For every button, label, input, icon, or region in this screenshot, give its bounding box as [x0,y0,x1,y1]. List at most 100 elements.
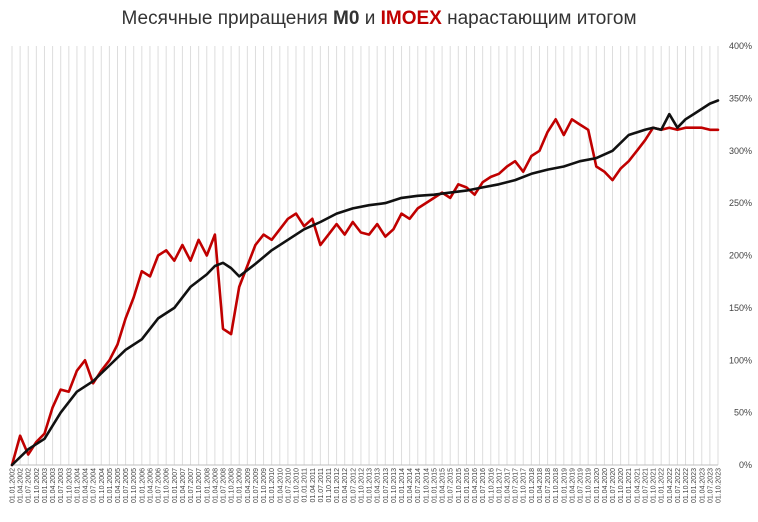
x-tick-label: 01.10.2021 [651,468,658,503]
x-tick-label: 01.04.2012 [342,468,349,503]
x-tick-label: 01.07.2008 [220,468,227,503]
x-tick-label: 01.07.2018 [545,468,552,503]
x-tick-label: 01.04.2011 [310,468,317,503]
x-tick-label: 01.07.2006 [156,468,163,503]
x-tick-label: 01.01.2003 [42,468,49,503]
x-tick-label: 01.01.2002 [10,468,17,503]
x-tick-label: 01.04.2010 [277,468,284,503]
x-tick-label: 01.04.2002 [18,468,25,503]
x-tick-label: 01.04.2015 [440,468,447,503]
x-tick-label: 01.10.2002 [34,468,41,503]
title-part-2: и [359,8,381,29]
series-lines [10,99,720,467]
x-tick-label: 01.10.2018 [553,468,560,503]
x-tick-label: 01.04.2014 [407,468,414,503]
x-tick-label: 01.04.2021 [634,468,641,503]
x-tick-label: 01.07.2014 [415,468,422,503]
y-tick-label: 300% [729,146,752,156]
x-tick-label: 01.07.2009 [253,468,260,503]
x-tick-label: 01.04.2023 [699,468,706,503]
x-tick-label: 01.07.2004 [91,468,98,503]
x-tick-label: 01.07.2005 [123,468,130,503]
x-tick-label: 01.01.2014 [399,468,406,503]
title-m0: M0 [333,8,360,29]
chart-title: Месячные приращения M0 и IMOEX нарастающ… [0,8,758,30]
x-tick-label: 01.07.2016 [480,468,487,503]
x-tick-label: 01.04.2017 [505,468,512,503]
y-tick-label: 100% [729,355,752,365]
y-tick-label: 200% [729,251,752,261]
x-axis-tick-labels: 01.01.2002 01.04.2002 01.07.2002 01.10.2002… [10,468,723,503]
x-tick-label: 01.01.2011 [302,468,309,503]
x-tick-label: 01.01.2017 [496,468,503,503]
title-imoex: IMOEX [380,8,442,29]
x-tick-label: 01.04.2008 [212,468,219,503]
x-tick-label: 01.10.2020 [618,468,625,503]
y-tick-label: 400% [729,41,752,51]
x-tick-label: 01.01.2005 [107,468,114,503]
x-tick-label: 01.10.2023 [716,468,723,503]
x-tick-label: 01.10.2016 [488,468,495,503]
x-tick-label: 01.10.2007 [196,468,203,503]
x-tick-label: 01.01.2013 [367,468,374,503]
x-tick-label: 01.07.2023 [707,468,714,503]
x-tick-label: 01.07.2013 [383,468,390,503]
y-axis-tick-labels: 0% 50% 100% 150% 200% 250% 300% 350% 400% [729,41,752,470]
x-tick-label: 01.07.2015 [448,468,455,503]
x-tick-label: 01.07.2012 [350,468,357,503]
x-tick-label: 01.01.2010 [269,468,276,503]
x-tick-label: 01.01.2021 [626,468,633,503]
x-tick-label: 01.04.2013 [375,468,382,503]
x-tick-label: 01.10.2022 [683,468,690,503]
x-tick-label: 01.01.2016 [464,468,471,503]
x-tick-label: 01.07.2021 [642,468,649,503]
x-tick-label: 01.10.2019 [586,468,593,503]
x-tick-label: 01.10.2008 [229,468,236,503]
y-tick-label: 0% [739,460,752,470]
x-tick-label: 01.01.2006 [139,468,146,503]
x-tick-label: 01.07.2022 [675,468,682,503]
x-tick-label: 01.07.2020 [610,468,617,503]
series-line-imoex [10,118,720,467]
x-tick-label: 01.10.2017 [521,468,528,503]
x-tick-label: 01.01.2023 [691,468,698,503]
y-tick-label: 250% [729,198,752,208]
x-tick-label: 01.10.2010 [294,468,301,503]
y-tick-label: 350% [729,93,752,103]
x-tick-label: 01.01.2008 [204,468,211,503]
title-part-1: Месячные приращения [121,8,334,29]
x-tick-label: 01.01.2018 [529,468,536,503]
x-tick-label: 01.10.2013 [391,468,398,503]
x-tick-label: 01.01.2015 [431,468,438,503]
x-tick-label: 01.04.2007 [180,468,187,503]
x-tick-label: 01.04.2006 [147,468,154,503]
x-tick-label: 01.04.2009 [245,468,252,503]
x-tick-label: 01.07.2010 [285,468,292,503]
x-tick-label: 01.01.2004 [74,468,81,503]
series-line-m0 [10,99,720,467]
x-tick-label: 01.01.2012 [334,468,341,503]
title-part-3: нарастающим итогом [441,8,637,29]
x-tick-label: 01.07.2019 [578,468,585,503]
vertical-grid [11,46,719,465]
x-tick-label: 01.10.2011 [326,468,333,503]
x-tick-label: 01.04.2003 [50,468,57,503]
x-tick-label: 01.01.2020 [594,468,601,503]
x-tick-label: 01.07.2003 [58,468,65,503]
x-tick-label: 01.07.2011 [318,468,325,503]
x-tick-label: 01.07.2007 [188,468,195,503]
x-tick-label: 01.10.2014 [423,468,430,503]
x-tick-label: 01.04.2019 [569,468,576,503]
x-tick-label: 01.10.2006 [164,468,171,503]
x-tick-label: 01.10.2015 [456,468,463,503]
x-tick-label: 01.10.2005 [131,468,138,503]
y-tick-label: 50% [734,408,752,418]
x-tick-label: 01.07.2002 [26,468,33,503]
x-tick-label: 01.04.2020 [602,468,609,503]
x-tick-label: 01.01.2009 [237,468,244,503]
x-tick-label: 01.10.2003 [66,468,73,503]
x-tick-label: 01.04.2022 [667,468,674,503]
x-tick-label: 01.04.2004 [83,468,90,503]
x-tick-label: 01.01.2022 [659,468,666,503]
